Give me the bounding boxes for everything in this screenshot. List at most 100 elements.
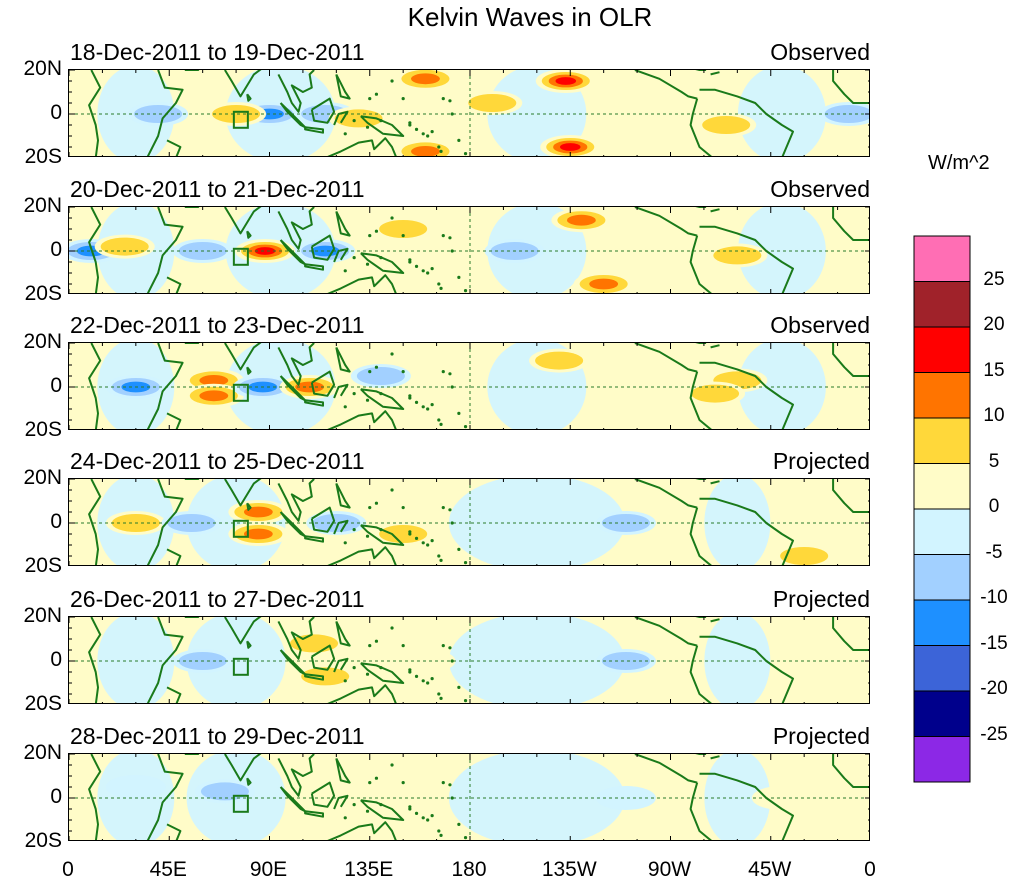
coastline [634, 207, 698, 237]
colorbar-tick-label: 25 [983, 268, 1005, 290]
coastline [335, 73, 351, 100]
olr-anomaly-map [68, 206, 870, 294]
anomaly-contour [243, 506, 273, 518]
colorbar-swatch [913, 508, 971, 555]
coastline [279, 511, 307, 538]
coastline [333, 110, 349, 126]
island [439, 422, 443, 426]
island [374, 501, 379, 505]
anomaly-contour [555, 77, 577, 85]
coastline [335, 482, 351, 509]
coastline [166, 823, 182, 840]
island [463, 425, 468, 429]
island [374, 92, 379, 96]
island [379, 392, 383, 396]
coastline [333, 247, 349, 263]
island [414, 674, 419, 678]
island [439, 149, 443, 153]
island [408, 396, 412, 400]
island [437, 282, 441, 286]
coastline [277, 479, 315, 522]
anomaly-contour [713, 246, 762, 265]
island [408, 394, 412, 398]
lon-label: 0 [62, 858, 74, 881]
anomaly-band [737, 70, 826, 156]
coastline [310, 370, 336, 397]
island [408, 668, 412, 672]
island [408, 123, 412, 127]
coastline [710, 480, 720, 485]
island [408, 258, 412, 262]
coastline [166, 139, 182, 156]
anomaly-contour [535, 351, 584, 370]
island [421, 405, 425, 409]
island [421, 132, 425, 136]
island [414, 536, 419, 540]
colorbar-swatch [913, 554, 971, 601]
coastline [88, 754, 102, 840]
island [421, 541, 425, 545]
island [430, 814, 434, 818]
coastline [327, 684, 397, 703]
panel-kind-label: Observed [770, 312, 870, 338]
island [421, 269, 425, 273]
anomaly-band [186, 617, 286, 703]
island [390, 216, 394, 220]
coastline [146, 617, 184, 703]
anomaly-contour [254, 247, 276, 255]
coastline [360, 662, 405, 684]
panel-date-range: 24-Dec-2011 to 25-Dec-2011 [70, 448, 365, 474]
anomaly-band [448, 617, 625, 703]
coastline [277, 754, 315, 797]
coastline [304, 126, 324, 134]
olr-anomaly-map [68, 616, 870, 704]
island [439, 696, 443, 700]
coastline [360, 115, 405, 137]
reference-box [232, 519, 249, 538]
coastline [335, 757, 351, 784]
island [379, 528, 383, 532]
island [426, 134, 430, 138]
coastline [360, 388, 405, 410]
island [457, 822, 461, 826]
colorbar-swatch [913, 235, 971, 282]
colorbar-swatch [913, 417, 971, 464]
island [421, 679, 425, 683]
coastline [832, 207, 869, 241]
map-panel-4: 24-Dec-2011 to 25-Dec-2011 Projected 20N 0 2… [23, 448, 870, 577]
lat-label: 20N [23, 194, 62, 217]
coastline [689, 235, 712, 293]
coastline [327, 274, 397, 293]
reference-box [232, 247, 249, 266]
island [352, 528, 356, 532]
coastline [689, 645, 712, 703]
coastline [246, 366, 252, 375]
coastline [634, 479, 698, 509]
coastline [710, 618, 720, 623]
island [441, 781, 445, 785]
anomaly-contour [566, 214, 596, 226]
lat-label: 20S [24, 554, 62, 577]
anomaly-contour [411, 146, 440, 156]
coastline [832, 617, 869, 651]
island [368, 644, 372, 648]
olr-anomaly-map [68, 69, 870, 157]
island [463, 561, 468, 565]
coastline [689, 782, 712, 840]
island [448, 783, 452, 787]
anomaly-contour [379, 220, 428, 238]
lat-label: 20S [24, 692, 62, 715]
island [379, 666, 383, 670]
island [365, 809, 370, 813]
anomaly-band [97, 617, 175, 703]
island [450, 385, 454, 389]
lat-label: 20N [23, 466, 62, 489]
island [426, 407, 430, 411]
coastline [699, 88, 794, 156]
island [379, 119, 383, 123]
island [450, 796, 454, 800]
island [408, 530, 412, 534]
coastline [304, 673, 324, 681]
coastline [88, 207, 102, 293]
coastline [710, 208, 720, 213]
